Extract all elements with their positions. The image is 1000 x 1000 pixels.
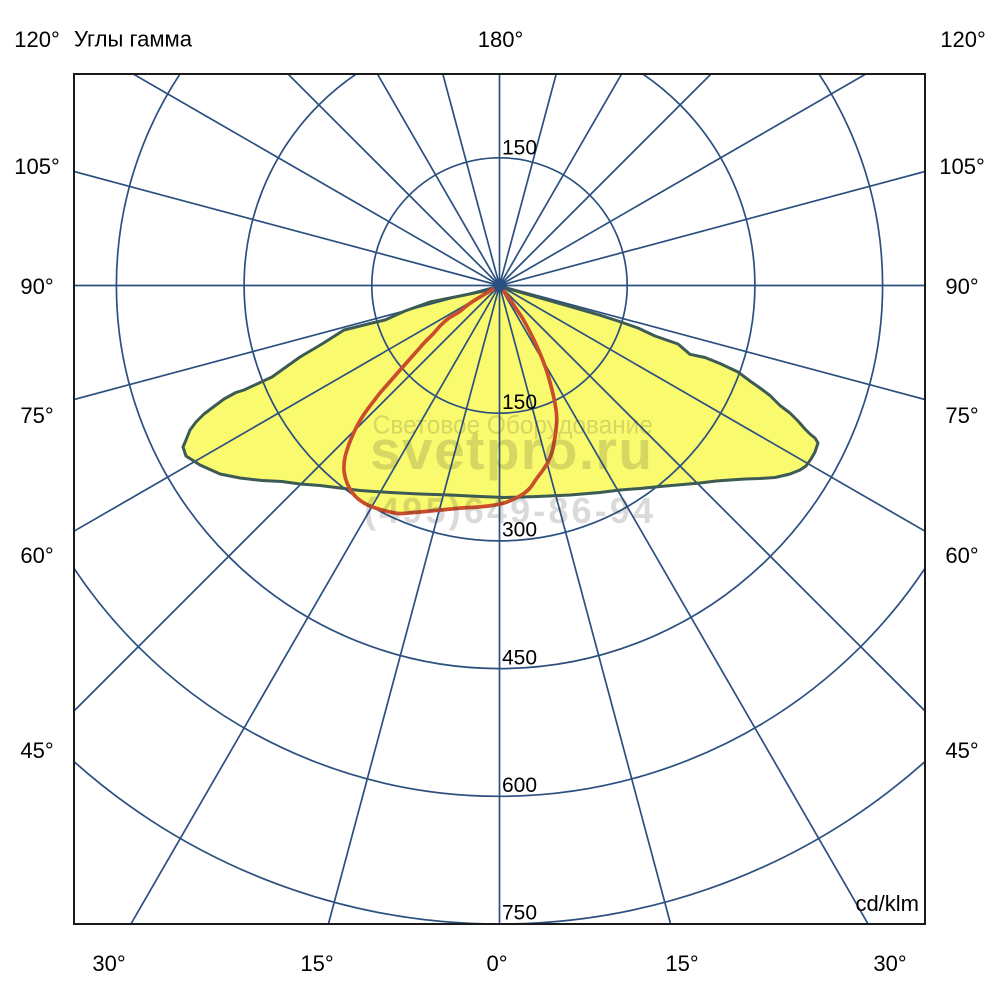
svg-text:60°: 60° <box>945 543 978 568</box>
svg-text:45°: 45° <box>945 738 978 763</box>
svg-text:75°: 75° <box>20 403 53 428</box>
svg-text:105°: 105° <box>14 154 60 179</box>
svg-text:105°: 105° <box>939 154 985 179</box>
svg-text:750: 750 <box>502 902 537 925</box>
svg-text:svetpro.ru: svetpro.ru <box>370 419 652 481</box>
svg-text:Световое Оборудование: Световое Оборудование <box>373 410 653 440</box>
svg-text:60°: 60° <box>20 543 53 568</box>
svg-text:45°: 45° <box>20 738 53 763</box>
svg-text:Углы гамма: Углы гамма <box>74 27 193 52</box>
svg-text:90°: 90° <box>945 274 978 299</box>
svg-text:150: 150 <box>502 391 537 414</box>
svg-text:300: 300 <box>502 519 537 542</box>
svg-text:cd/klm: cd/klm <box>855 891 919 916</box>
svg-text:90°: 90° <box>20 274 53 299</box>
svg-text:600: 600 <box>502 774 537 797</box>
svg-text:180°: 180° <box>478 27 524 52</box>
svg-text:120°: 120° <box>14 27 60 52</box>
svg-text:0°: 0° <box>486 951 507 976</box>
svg-text:450: 450 <box>502 646 537 669</box>
svg-text:120°: 120° <box>940 27 986 52</box>
svg-text:15°: 15° <box>300 951 333 976</box>
svg-text:30°: 30° <box>92 951 125 976</box>
svg-text:30°: 30° <box>873 951 906 976</box>
svg-text:75°: 75° <box>945 403 978 428</box>
svg-text:15°: 15° <box>665 951 698 976</box>
svg-text:150: 150 <box>502 136 537 159</box>
